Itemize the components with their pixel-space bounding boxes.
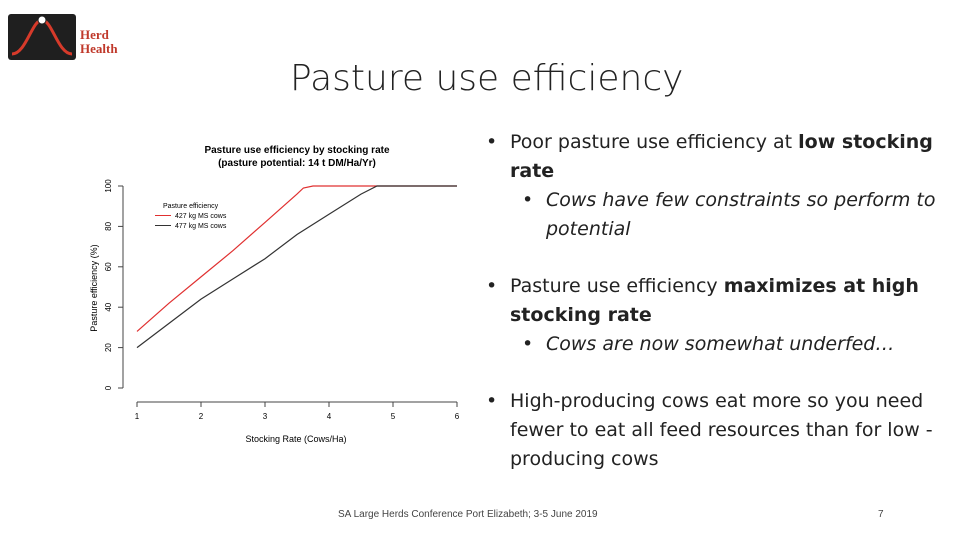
chart-legend: Pasture efficiency 427 kg MS cows 477 kg … (155, 203, 227, 230)
legend-title: Pasture efficiency (163, 203, 219, 210)
series-line-1 (136, 185, 457, 332)
bullet-item: • High-producing cows eat more so you nee… (486, 387, 946, 474)
logo-text-line1: Herd (80, 27, 109, 42)
bullet-text: High-producing cows eat more so you need… (510, 390, 933, 470)
legend-label: 427 kg MS cows (175, 213, 227, 220)
y-tick-label: 40 (104, 302, 113, 311)
y-tick-label: 20 (104, 343, 113, 352)
bullet-text: Cows have few constraints so perform to … (546, 189, 936, 240)
sub-bullet-item: • Cows are now somewhat underfed… (486, 330, 946, 359)
bullet-dot-icon: • (522, 333, 534, 355)
y-axis-label: Pasture efficiency (%) (89, 244, 99, 331)
x-tick-label: 1 (135, 412, 140, 421)
bullet-dot-icon: • (486, 390, 498, 412)
herd-health-logo: Herd Health (8, 8, 128, 60)
x-axis-label: Stocking Rate (Cows/Ha) (245, 434, 346, 444)
bullet-item: • Pasture use efficiency maximizes at hig… (486, 272, 946, 330)
x-tick-label: 4 (327, 412, 332, 421)
slide-title: Pasture use efficiency (290, 58, 684, 99)
chart-lines (136, 185, 457, 349)
y-tick-label: 80 (104, 221, 113, 230)
bullet-item: • Poor pasture use efficiency at low stoc… (486, 128, 946, 186)
bullet-dot-icon: • (486, 275, 498, 297)
chart-subtitle: (pasture potential: 14 t DM/Ha/Yr) (218, 158, 376, 169)
chart-svg: Pasture use efficiency by stocking rate … (89, 145, 460, 444)
x-tick-label: 6 (455, 412, 460, 421)
x-tick-label: 3 (263, 412, 268, 421)
sub-bullet-item: • Cows have few constraints so perform to… (486, 186, 946, 244)
bullet-spacer (486, 244, 946, 272)
legend-label: 477 kg MS cows (175, 223, 227, 230)
chart-axes: 0 20 40 60 80 100 1 2 3 4 5 6 (104, 179, 460, 421)
bullet-dot-icon: • (486, 131, 498, 153)
bullet-text: Pasture use efficiency (510, 275, 724, 297)
bullet-dot-icon: • (522, 189, 534, 211)
pasture-efficiency-chart: Pasture use efficiency by stocking rate … (85, 130, 465, 450)
bullet-text-bold: maximizes at high stocking rate (510, 275, 919, 326)
series-line-2 (136, 185, 457, 349)
bullet-spacer (486, 359, 946, 387)
bullet-text-bold: low stocking rate (510, 131, 933, 182)
bullet-text: Poor pasture use efficiency at (510, 131, 799, 153)
footer-text: SA Large Herds Conference Port Elizabeth… (338, 509, 598, 520)
chart-title: Pasture use efficiency by stocking rate (204, 145, 390, 156)
y-tick-label: 0 (104, 385, 113, 390)
y-tick-label: 60 (104, 262, 113, 271)
bullet-list: • Poor pasture use efficiency at low stoc… (486, 128, 946, 474)
logo-emblem (8, 14, 76, 60)
x-tick-label: 5 (391, 412, 396, 421)
bullet-text: Cows are now somewhat underfed… (546, 333, 895, 355)
page-number: 7 (878, 509, 884, 520)
x-tick-label: 2 (199, 412, 204, 421)
y-tick-label: 100 (104, 179, 113, 193)
logo-text-line2: Health (80, 41, 118, 56)
